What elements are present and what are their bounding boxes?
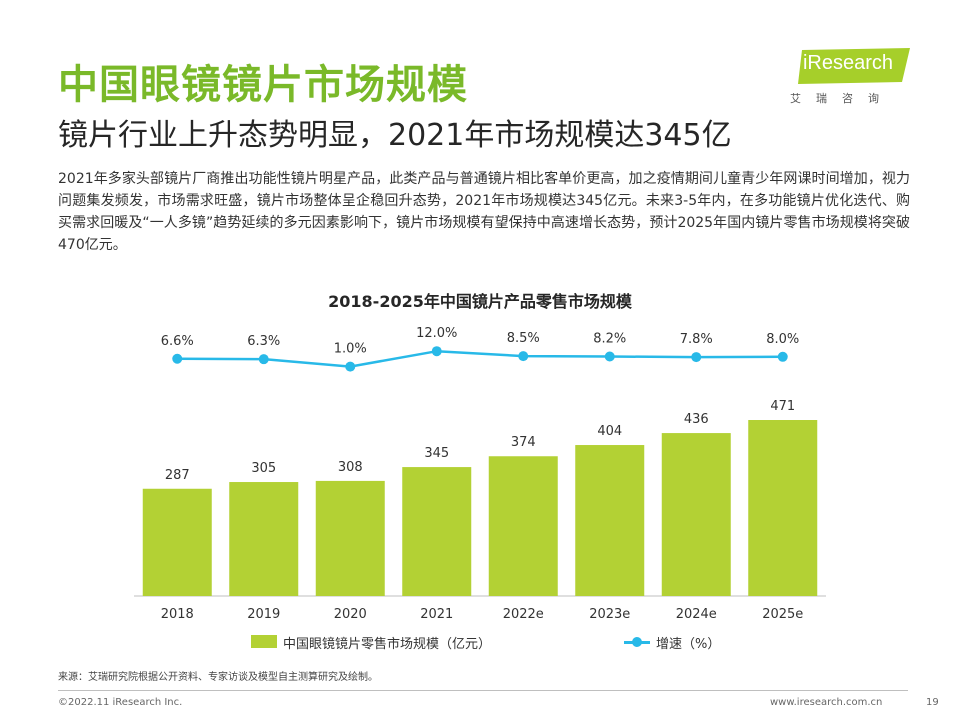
x-tick-2025e: 2025e — [762, 607, 803, 622]
growth-label-2020: 1.0% — [334, 342, 367, 357]
x-tick-2020: 2020 — [334, 607, 367, 622]
growth-label-2025e: 8.0% — [766, 332, 799, 347]
growth-label-2018: 6.6% — [161, 334, 194, 349]
growth-label-2023e: 8.2% — [593, 332, 626, 347]
body-paragraph: 2021年多家头部镜片厂商推出功能性镜片明星产品，此类产品与普通镜片相比客单价更… — [58, 171, 910, 253]
legend-line-label: 增速（%） — [656, 637, 721, 652]
page-title: 中国眼镜镜片市场规模 — [58, 62, 468, 108]
growth-label-2022e: 8.5% — [507, 331, 540, 346]
chart-legend: 中国眼镜镜片零售市场规模（亿元） 增速（%） — [0, 632, 960, 652]
growth-point-2019 — [258, 354, 269, 365]
x-tick-2022e: 2022e — [503, 607, 544, 622]
growth-point-2018 — [172, 353, 183, 364]
page-number: 19 — [926, 697, 939, 708]
bar-2022e — [488, 456, 558, 596]
bar-2021 — [402, 467, 472, 596]
x-tick-2019: 2019 — [247, 607, 280, 622]
bar-label-2023e: 404 — [597, 424, 622, 439]
growth-point-2020 — [345, 361, 356, 372]
legend-bar-swatch — [251, 635, 277, 648]
bar-label-2020: 308 — [338, 460, 363, 475]
legend-dot-swatch — [632, 637, 642, 647]
logo-text: iResearch — [802, 52, 894, 74]
growth-label-2021: 12.0% — [416, 326, 457, 341]
growth-point-2022e — [518, 351, 529, 362]
bar-label-2025e: 471 — [770, 399, 795, 414]
source-note: 来源：艾瑞研究院根据公开资料、专家访谈及模型自主测算研究及绘制。 — [58, 672, 378, 683]
growth-point-2024e — [691, 352, 702, 363]
growth-point-2021 — [431, 346, 442, 357]
chart-title: 2018-2025年中国镜片产品零售市场规模 — [328, 292, 632, 311]
growth-line — [177, 349, 783, 368]
bar-2020 — [315, 480, 385, 596]
growth-point-2025e — [777, 351, 788, 362]
website-link[interactable]: www.iresearch.com.cn — [770, 697, 883, 708]
bar-2025e — [748, 420, 818, 596]
x-tick-2018: 2018 — [161, 607, 194, 622]
bar-label-2018: 287 — [165, 468, 190, 483]
bar-label-2019: 305 — [251, 461, 276, 476]
bar-label-2021: 345 — [424, 446, 449, 461]
bar-2018 — [142, 488, 212, 596]
logo-badge-icon — [798, 48, 910, 84]
page-subtitle: 镜片行业上升态势明显，2021年市场规模达345亿 — [58, 118, 732, 153]
bar-label-2024e: 436 — [684, 412, 709, 427]
growth-label-2019: 6.3% — [247, 334, 280, 349]
bar-2019 — [229, 482, 299, 596]
copyright-text: ©2022.11 iResearch Inc. — [58, 697, 183, 708]
x-tick-2021: 2021 — [420, 607, 453, 622]
growth-point-2023e — [604, 351, 615, 362]
bar-2023e — [575, 445, 645, 596]
growth-label-2024e: 7.8% — [680, 332, 713, 347]
x-tick-2024e: 2024e — [676, 607, 717, 622]
legend-bar-label: 中国眼镜镜片零售市场规模（亿元） — [283, 637, 492, 652]
bar-2024e — [661, 433, 731, 596]
logo-cn-text: 艾瑞咨询 — [790, 92, 894, 105]
x-tick-2023e: 2023e — [589, 607, 630, 622]
bar-label-2022e: 374 — [511, 435, 536, 450]
footer-divider — [58, 690, 908, 691]
iresearch-logo: iResearch 艾瑞咨询 — [790, 48, 920, 110]
